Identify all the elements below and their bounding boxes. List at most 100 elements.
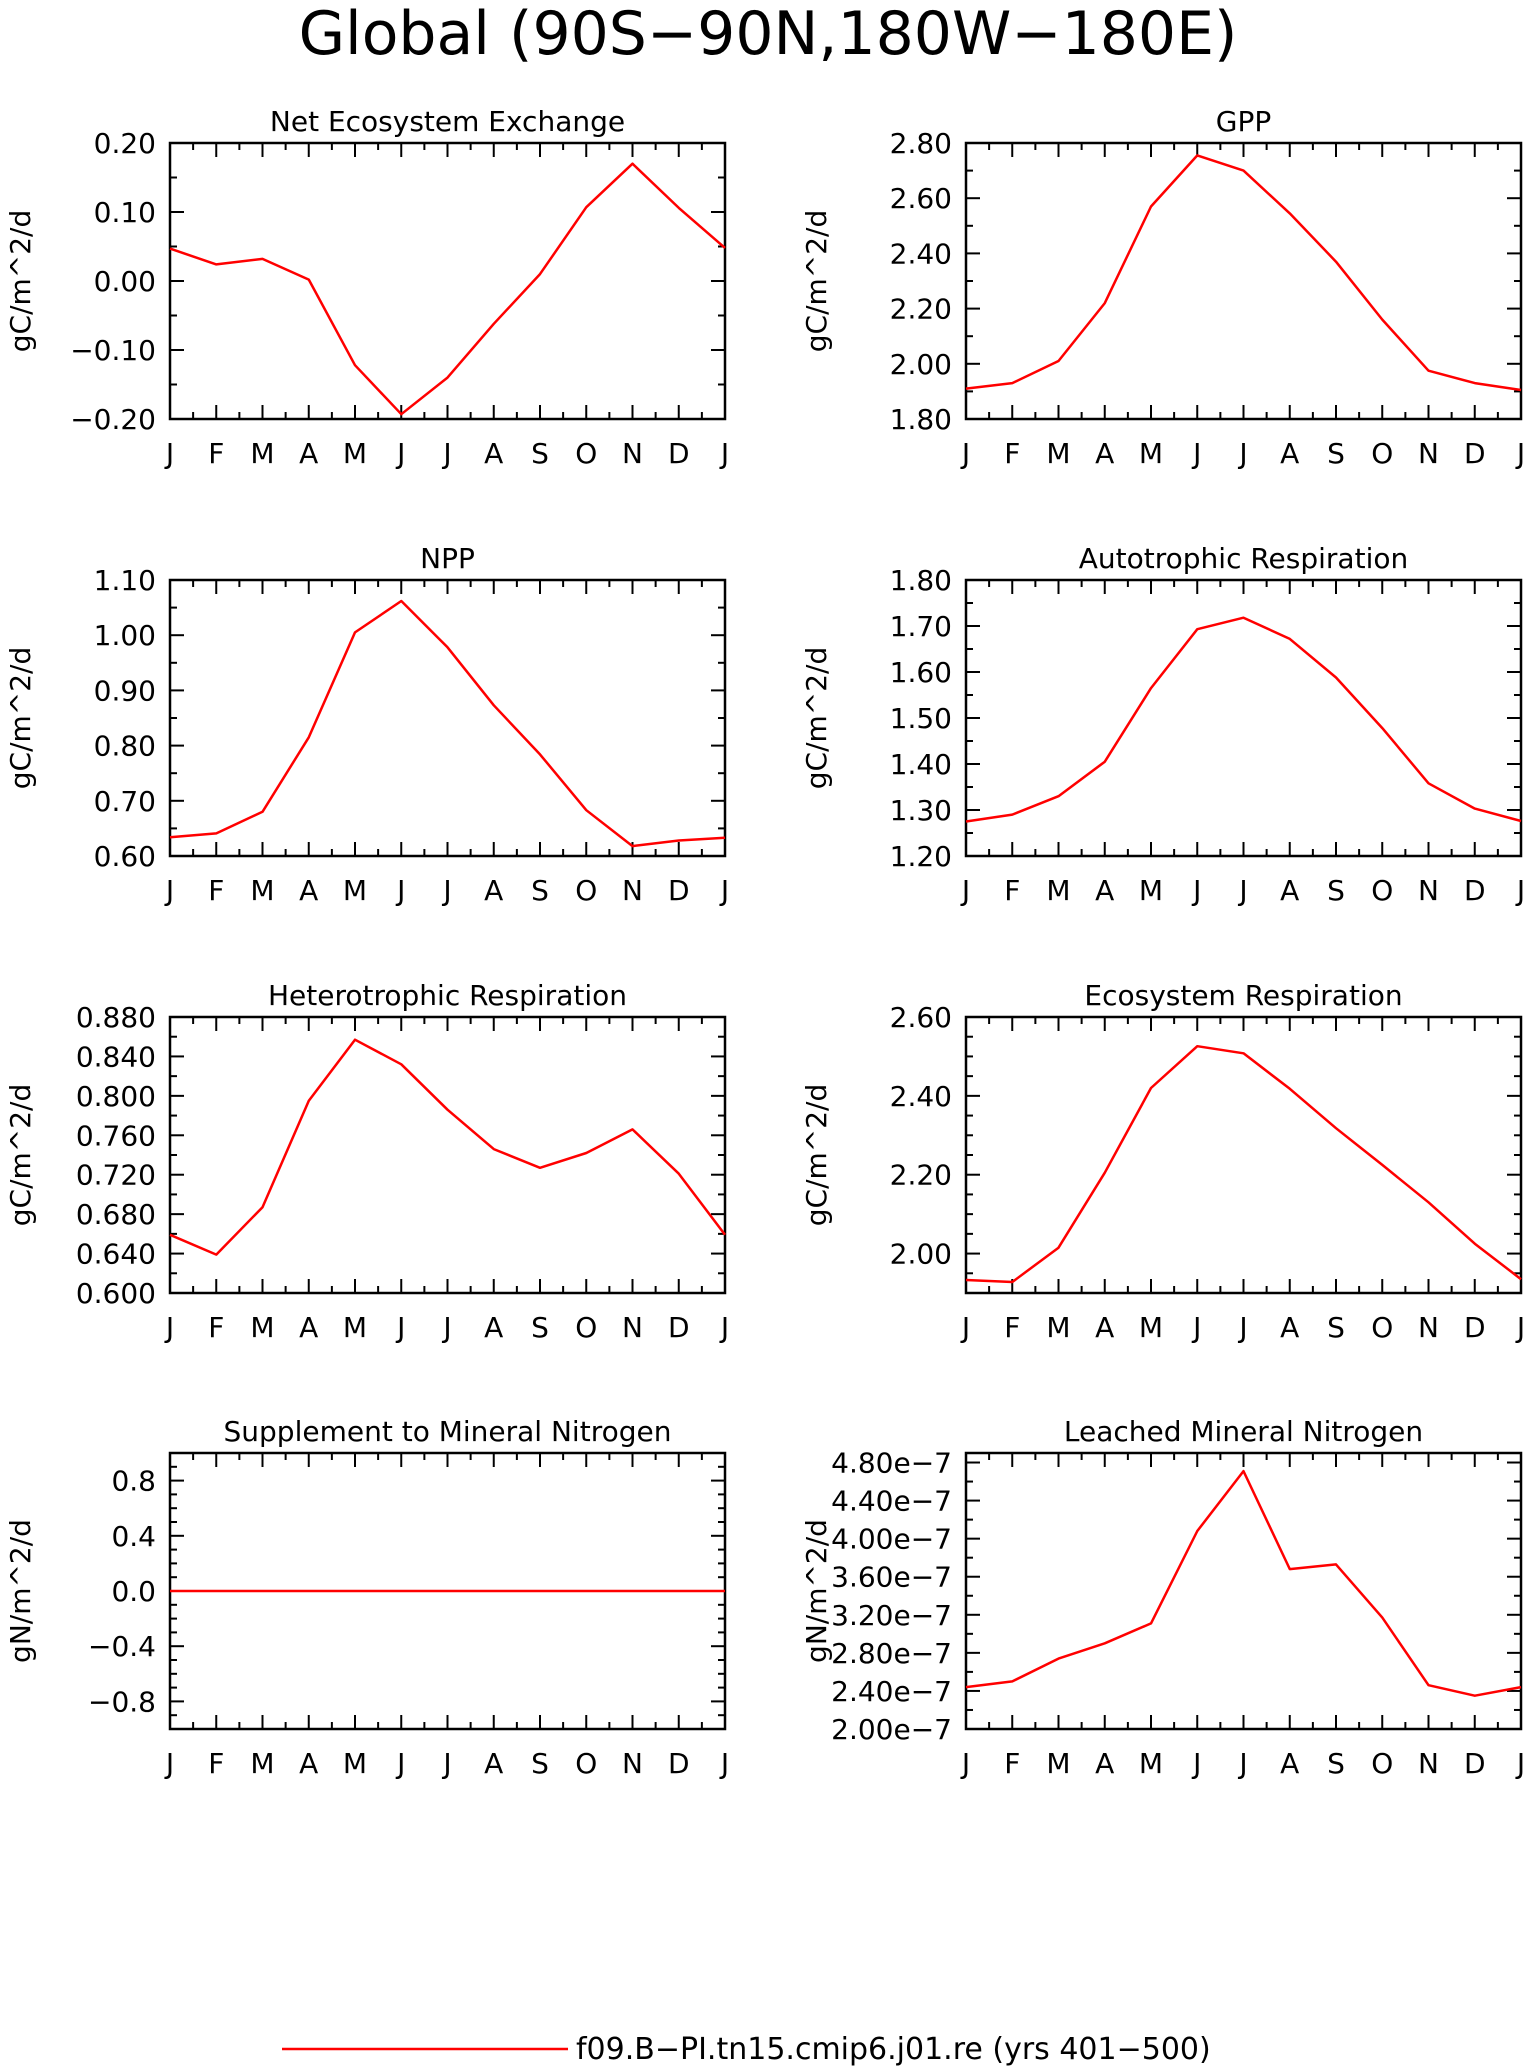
x-tick-label: J — [164, 1747, 174, 1780]
x-tick-label: M — [1046, 1747, 1070, 1780]
y-tick-label: 0.4 — [111, 1520, 156, 1553]
x-tick-label: A — [484, 874, 503, 907]
panel-autotrophic-respiration: Autotrophic Respiration gC/m^2/d 1.20 1.30 1… — [800, 542, 1525, 907]
x-tick-label: J — [719, 1747, 729, 1780]
x-tick-label: J — [395, 1311, 405, 1344]
y-tick-label: −0.10 — [70, 334, 156, 367]
y-tick-label: 1.10 — [94, 564, 156, 597]
y-tick-label: 1.60 — [890, 656, 952, 689]
y-tick-label: 2.20 — [890, 1159, 952, 1192]
panel-leached-mineral-nitrogen: Leached Mineral Nitrogen gN/m^2/d 2.00e−7 2… — [800, 1415, 1525, 1780]
x-tick-label: M — [1046, 874, 1070, 907]
x-tick-label: J — [441, 1747, 451, 1780]
x-tick-label: A — [1095, 874, 1114, 907]
x-tick-label: O — [575, 1747, 597, 1780]
x-tick-label: O — [1371, 437, 1393, 470]
y-tick-label: 0.20 — [94, 127, 156, 160]
x-tick-label: M — [250, 1311, 274, 1344]
plot-frame — [964, 1015, 1523, 1295]
x-tick-label: A — [484, 437, 503, 470]
y-tick-label: −0.4 — [88, 1630, 156, 1663]
y-tick-label: 1.00 — [94, 619, 156, 652]
y-tick-label: 0.800 — [76, 1080, 156, 1113]
x-tick-label: J — [164, 437, 174, 470]
x-tick-label: J — [1237, 437, 1247, 470]
y-tick-label: 0.680 — [76, 1198, 156, 1231]
y-tick-label: 0.840 — [76, 1040, 156, 1073]
y-axis-label: gC/m^2/d — [800, 1084, 833, 1227]
panel-heterotrophic-respiration: Heterotrophic Respiration gC/m^2/d 0.600 0.… — [4, 979, 729, 1344]
x-tick-label: N — [1418, 437, 1439, 470]
x-tick-label: J — [960, 874, 970, 907]
x-tick-label: J — [960, 437, 970, 470]
y-axis-label: gC/m^2/d — [800, 210, 833, 353]
x-tick-label: A — [1280, 874, 1299, 907]
x-tick-label: M — [343, 1747, 367, 1780]
y-tick-label: 3.60e−7 — [831, 1561, 952, 1594]
x-tick-label: S — [1327, 1747, 1345, 1780]
x-tick-label: A — [1095, 1747, 1114, 1780]
x-tick-label: S — [1327, 437, 1345, 470]
x-tick-label: M — [1046, 1311, 1070, 1344]
x-tick-label: J — [441, 874, 451, 907]
x-tick-label: D — [668, 437, 690, 470]
x-tick-label: F — [1004, 437, 1020, 470]
series-line — [965, 616, 1522, 823]
page-title: Global (90S−90N,180W−180E) — [299, 0, 1238, 69]
x-tick-label: J — [395, 874, 405, 907]
x-tick-label: D — [668, 1747, 690, 1780]
y-tick-label: 3.20e−7 — [831, 1599, 952, 1632]
x-tick-label: J — [960, 1311, 970, 1344]
y-tick-label: 2.40 — [890, 237, 952, 270]
panel-title: Autotrophic Respiration — [1079, 542, 1408, 575]
x-tick-label: S — [1327, 874, 1345, 907]
x-tick-label: J — [1515, 1311, 1525, 1344]
panel-title: Ecosystem Respiration — [1084, 979, 1402, 1012]
x-tick-label: J — [1515, 437, 1525, 470]
x-tick-label: J — [441, 1311, 451, 1344]
x-tick-label: A — [299, 437, 318, 470]
panel-title: Net Ecosystem Exchange — [270, 105, 625, 138]
y-tick-label: 2.20 — [890, 293, 952, 326]
y-tick-label: 2.60 — [890, 182, 952, 215]
x-tick-label: A — [1280, 1311, 1299, 1344]
x-tick-label: D — [1464, 1311, 1486, 1344]
y-tick-label: 4.80e−7 — [831, 1447, 952, 1480]
x-tick-label: N — [1418, 1747, 1439, 1780]
y-tick-label: 0.70 — [94, 785, 156, 818]
y-tick-label: 0.60 — [94, 840, 156, 873]
plot-frame — [964, 578, 1523, 858]
y-tick-label: 2.40 — [890, 1080, 952, 1113]
x-tick-label: O — [575, 437, 597, 470]
x-tick-label: M — [343, 1311, 367, 1344]
y-tick-label: 1.20 — [890, 840, 952, 873]
legend: f09.B−PI.tn15.cmip6.j01.re (yrs 401−500) — [282, 2032, 1211, 2067]
x-tick-label: J — [1191, 1747, 1201, 1780]
y-tick-label: 2.00 — [890, 348, 952, 381]
y-tick-label: 0.600 — [76, 1277, 156, 1310]
y-axis-label: gC/m^2/d — [4, 647, 37, 790]
y-tick-label: 0.90 — [94, 674, 156, 707]
x-tick-label: S — [531, 1747, 549, 1780]
x-tick-label: J — [1237, 1747, 1247, 1780]
x-tick-label: O — [1371, 1311, 1393, 1344]
y-tick-label: 4.40e−7 — [831, 1485, 952, 1518]
x-tick-label: J — [395, 437, 405, 470]
x-tick-label: S — [531, 437, 549, 470]
y-tick-label: 2.60 — [890, 1001, 952, 1034]
x-tick-label: J — [1191, 1311, 1201, 1344]
y-tick-label: 0.640 — [76, 1238, 156, 1271]
x-tick-label: N — [622, 1311, 643, 1344]
x-tick-label: D — [1464, 437, 1486, 470]
x-tick-label: M — [250, 1747, 274, 1780]
y-tick-label: 1.40 — [890, 748, 952, 781]
panel-net-ecosystem-exchange: Net Ecosystem Exchange gC/m^2/d −0.20 −0.10… — [4, 105, 729, 470]
y-tick-label: 0.760 — [76, 1119, 156, 1152]
x-tick-label: O — [1371, 1747, 1393, 1780]
x-tick-label: J — [164, 1311, 174, 1344]
x-tick-label: M — [1046, 437, 1070, 470]
x-tick-label: D — [1464, 1747, 1486, 1780]
x-tick-label: F — [208, 874, 224, 907]
x-tick-label: F — [1004, 874, 1020, 907]
